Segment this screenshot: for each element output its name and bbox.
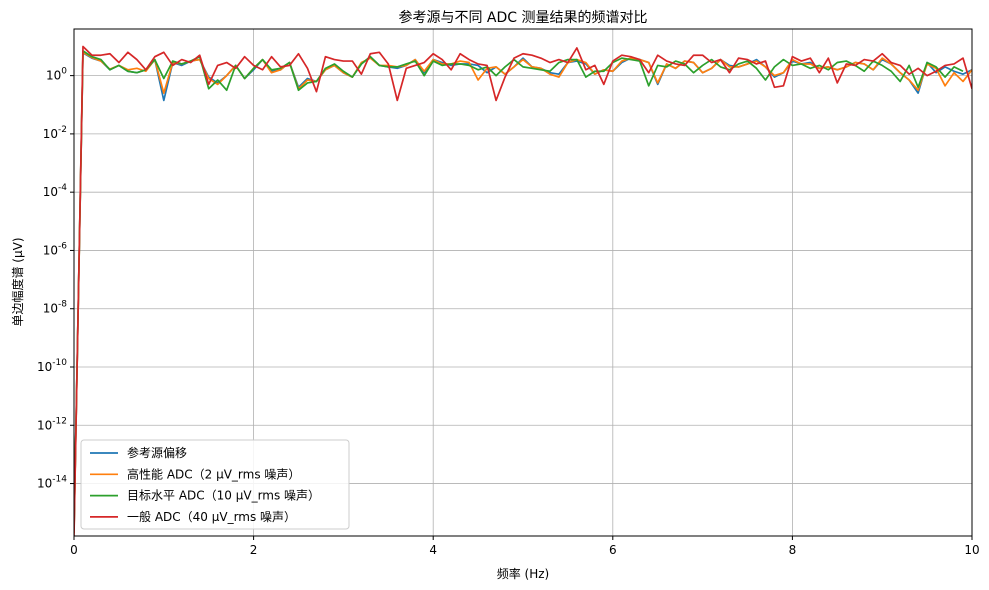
- x-tick-label: 6: [609, 543, 617, 557]
- y-tick-label: 10-4: [43, 183, 68, 199]
- y-tick-label: 10-10: [37, 358, 67, 374]
- legend-label: 参考源偏移: [127, 445, 187, 460]
- legend-box: [80, 439, 350, 530]
- y-axis: 10-14 10-12 10-10 10-8 10-6 10-4 10-2 100: [37, 67, 74, 491]
- y-axis-label: 单边幅度谱 (μV): [10, 237, 25, 326]
- grid-layer: [73, 29, 973, 536]
- legend-label: 高性能 ADC（2 μV_rms 噪声）: [127, 466, 300, 481]
- x-tick-label: 2: [250, 543, 258, 557]
- y-tick-label: 10-6: [43, 241, 68, 257]
- legend-label: 目标水平 ADC（10 μV_rms 噪声）: [127, 489, 320, 503]
- x-tick-label: 0: [70, 543, 78, 557]
- x-axis-label: 频率 (Hz): [497, 566, 550, 581]
- y-tick-label: 10-2: [43, 125, 67, 141]
- x-axis: 0 2 4 6 8 10: [70, 536, 980, 557]
- plot-frame: [73, 28, 973, 537]
- legend-label: 一般 ADC（40 μV_rms 噪声）: [127, 509, 296, 524]
- y-tick-label: 100: [46, 67, 67, 83]
- x-tick-label: 8: [789, 543, 797, 557]
- y-tick-label: 10-8: [43, 300, 68, 316]
- y-tick-label: 10-14: [37, 475, 67, 491]
- x-tick-label: 10: [964, 543, 979, 557]
- series-line-4: [74, 45, 972, 536]
- y-tick-label: 10-12: [37, 416, 67, 432]
- series-layer: [74, 45, 972, 536]
- chart-title: 参考源与不同 ADC 测量结果的频谱对比: [398, 9, 647, 26]
- x-tick-label: 4: [429, 543, 437, 557]
